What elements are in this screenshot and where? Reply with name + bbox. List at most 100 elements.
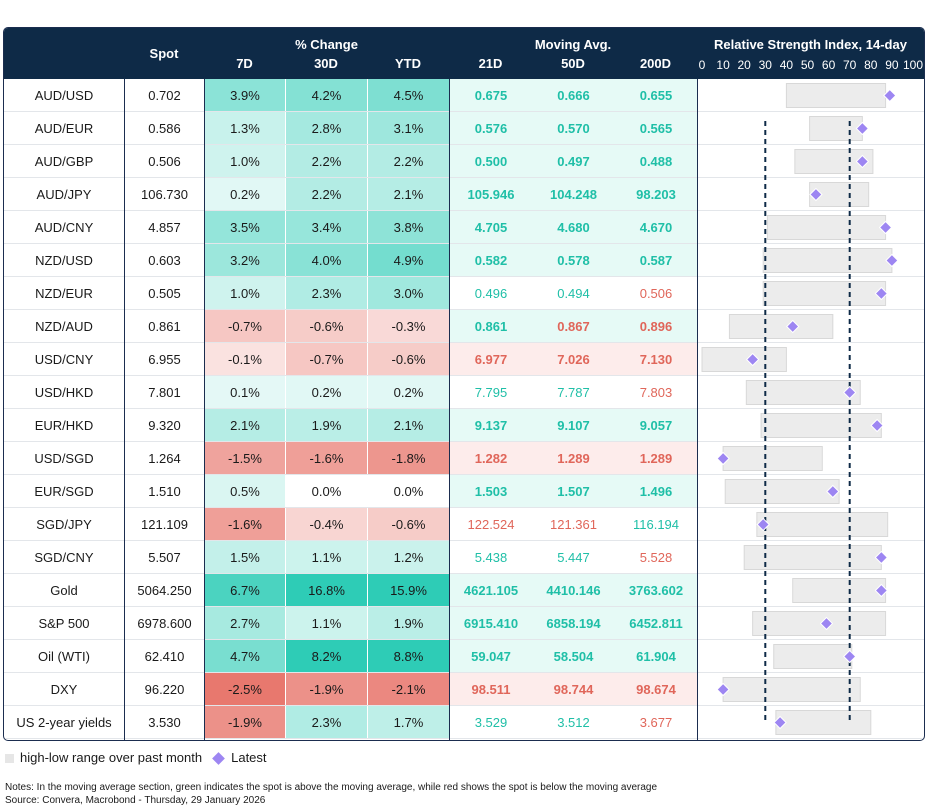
cell-d30: -1.6% — [286, 442, 367, 475]
cell-ytd: -2.1% — [368, 673, 449, 706]
rsi-range-bar — [773, 644, 853, 669]
row-divider — [4, 540, 924, 541]
rsi-range-bar — [760, 413, 882, 438]
cell-ma200: 6452.811 — [629, 616, 683, 631]
cell-d7: 4.7% — [205, 640, 285, 673]
cell-ma50: 0.867 — [557, 319, 590, 334]
cell-d7: -0.7% — [205, 310, 285, 343]
ma-row-background — [450, 343, 697, 376]
cell-d7: -0.1% — [205, 343, 285, 376]
cell-ma50: 9.107 — [557, 418, 590, 433]
cell-ma21: 0.582 — [474, 253, 508, 268]
cell-d7: 0.5% — [205, 475, 285, 508]
cell-ytd: 4.9% — [368, 244, 449, 277]
cell-ytd: 4.5% — [368, 79, 449, 112]
header-pct-change: % Change — [295, 37, 358, 52]
cell-ma200: 7.803 — [639, 385, 673, 400]
cell-label: AUD/JPY — [36, 187, 92, 202]
rsi-latest-marker — [819, 616, 834, 631]
rsi-chart — [701, 83, 899, 735]
row-divider — [4, 276, 924, 277]
cell-label: DXY — [50, 682, 78, 697]
rsi-latest-marker — [870, 418, 884, 433]
cell-label: SGD/CNY — [34, 550, 94, 565]
ma-row-background — [450, 673, 697, 706]
cell-ma21: 9.137 — [474, 418, 508, 433]
cell-ma50: 4410.146 — [546, 583, 601, 598]
rsi-range-bar — [752, 611, 887, 636]
cell-ma21: 4621.105 — [463, 583, 519, 598]
cell-d30: -0.7% — [286, 343, 367, 376]
cell-spot: 5.507 — [148, 550, 181, 565]
cell-ma50: 0.497 — [557, 154, 590, 169]
row-divider — [4, 573, 924, 574]
cell-d30: -0.6% — [286, 310, 367, 343]
rsi-range-bar — [766, 215, 887, 240]
cell-d7: 1.0% — [205, 277, 285, 310]
header-ytd: YTD — [395, 56, 421, 71]
cell-d7: 1.3% — [205, 112, 285, 145]
cell-d7: -1.6% — [205, 508, 285, 541]
rsi-range-bar — [792, 578, 887, 603]
row-divider — [4, 309, 924, 310]
cell-d30: -1.9% — [286, 673, 367, 706]
cell-ma21: 98.511 — [471, 682, 511, 697]
cell-ytd: 2.1% — [368, 409, 449, 442]
rsi-range-bar — [728, 314, 834, 339]
cell-label: US 2-year yields — [16, 715, 112, 730]
cell-ma50: 104.248 — [550, 187, 597, 202]
cell-ma21: 3.529 — [474, 715, 508, 730]
cell-d7: 3.9% — [205, 79, 285, 112]
divider-pct — [449, 79, 450, 740]
cell-d7: 1.0% — [205, 145, 285, 178]
table-body: AUD/USD 0.702 3.9% 4.2% 4.5% 0.675 0.666 0.655 A… — [4, 79, 924, 740]
cell-ma200: 0.488 — [639, 154, 673, 169]
ma-row-background — [450, 178, 697, 211]
row-divider — [4, 375, 924, 376]
range-swatch — [5, 754, 14, 764]
cell-ytd: 15.9% — [368, 574, 449, 607]
ma-row-background — [450, 310, 697, 343]
cell-d7: 1.5% — [205, 541, 285, 574]
cell-ma200: 0.896 — [639, 319, 673, 334]
rsi-tick-label: 70 — [843, 58, 857, 72]
cell-ma21: 0.576 — [474, 121, 508, 136]
cell-d30: 1.1% — [286, 541, 367, 574]
cell-spot: 6978.600 — [137, 616, 192, 631]
row-divider — [4, 144, 924, 145]
cell-ma21: 1.282 — [474, 451, 508, 466]
cell-d7: -1.5% — [205, 442, 285, 475]
rsi-range-bar — [762, 248, 893, 273]
rsi-latest-marker — [716, 451, 730, 466]
cell-ma50: 1.507 — [557, 484, 590, 499]
cell-ytd: 1.9% — [368, 607, 449, 640]
source-text: Source: Convera, Macrobond - Thursday, 2… — [5, 795, 266, 806]
cell-label: NZD/USD — [35, 253, 93, 268]
cell-label: EUR/HKD — [34, 418, 94, 433]
cell-ytd: 8.8% — [368, 640, 449, 673]
cell-ma50: 0.666 — [557, 88, 590, 103]
rsi-latest-marker — [885, 253, 899, 268]
cell-spot: 5064.250 — [137, 583, 192, 598]
cell-ma21: 6.977 — [474, 352, 508, 367]
cell-d30: 0.2% — [286, 376, 367, 409]
rsi-tick-label: 50 — [800, 58, 815, 72]
cell-ma50: 0.578 — [557, 253, 590, 268]
cell-d30: 16.8% — [286, 574, 367, 607]
diamond-icon — [212, 752, 225, 765]
header-rsi: Relative Strength Index, 14-day — [714, 37, 907, 52]
ma-row-background — [450, 475, 697, 508]
cell-label: NZD/EUR — [35, 286, 93, 301]
legend-latest-label: Latest — [231, 750, 267, 765]
rsi-latest-marker — [855, 121, 870, 136]
rsi-latest-marker — [745, 352, 760, 367]
ma-row-background — [450, 607, 697, 640]
row-divider — [4, 639, 924, 640]
row-divider — [4, 507, 924, 508]
cell-d7: 0.1% — [205, 376, 285, 409]
cell-spot: 1.510 — [148, 484, 181, 499]
row-divider — [4, 177, 924, 178]
cell-spot: 9.320 — [148, 418, 181, 433]
cell-d30: 4.0% — [286, 244, 367, 277]
cell-d7: 3.2% — [205, 244, 285, 277]
